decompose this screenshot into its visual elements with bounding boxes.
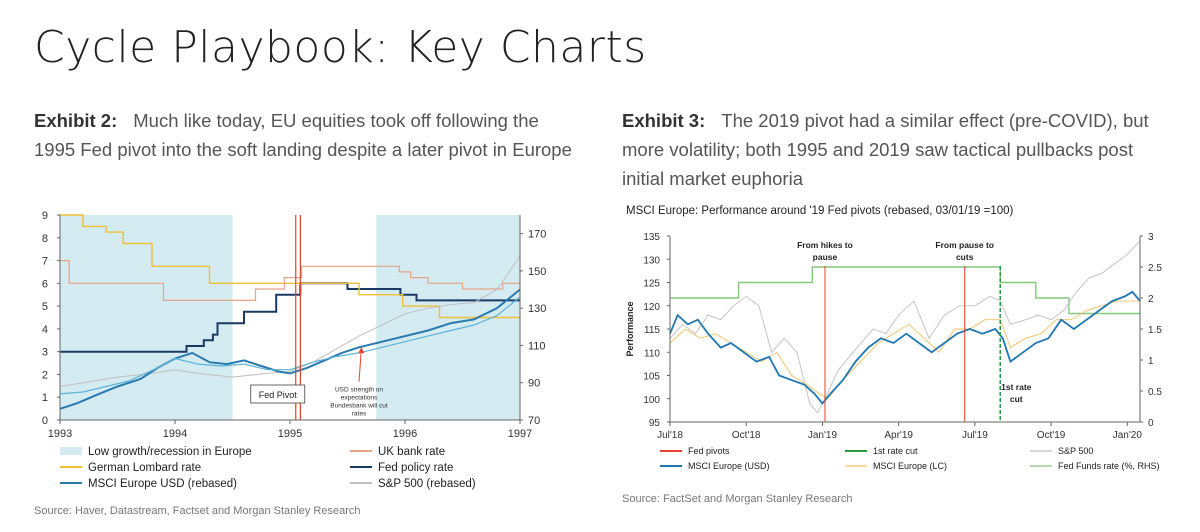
y-right-tick-label: 3	[1148, 232, 1154, 243]
legend-label-1st-rate-cut: 1st rate cut	[873, 446, 918, 456]
y-right-tick-label: 130	[528, 303, 546, 315]
y-left-tick-label: 5	[42, 301, 48, 313]
x-tick-label: Oct'19	[1037, 430, 1066, 441]
fed-pivot-box	[250, 384, 306, 404]
y-right-tick-label: 70	[528, 415, 540, 427]
y-left-tick-label: 0	[42, 415, 48, 427]
series-msci-europe-usd-rebased-2	[59, 296, 521, 395]
usd-annotation-line-2: Bundesbank will cut	[330, 403, 388, 410]
pivot-label-2-0: 1st rate	[1001, 382, 1032, 392]
usd-annotation-line-3: rates	[352, 411, 367, 418]
y-left-tick-label: 135	[643, 232, 660, 243]
x-tick-label: 1996	[393, 428, 417, 440]
legend-label-msci-europe-usd: MSCI Europe (USD)	[688, 461, 770, 471]
x-tick-label: Apr'19	[884, 430, 913, 441]
legend-label-s-p-500: S&P 500	[1058, 446, 1093, 456]
exhibit-2-label: Exhibit 2:	[34, 110, 118, 131]
page-title: Cycle Playbook: Key Charts	[34, 22, 647, 73]
y-axis-label: Performance	[625, 301, 635, 356]
pivot-label-1-1: cuts	[956, 252, 974, 262]
x-tick-label: Jul'19	[962, 430, 988, 441]
series-german-lombard-rate	[60, 214, 520, 319]
x-tick-label: 1994	[163, 428, 187, 440]
legend-label-german-lombard-rate: German Lombard rate	[88, 462, 201, 474]
y-left-tick-label: 100	[643, 395, 660, 406]
usd-annotation-arrow	[358, 349, 362, 382]
y-left-tick-label: 6	[42, 278, 48, 290]
legend-label-msci-europe-usd-rebased: MSCI Europe USD (rebased)	[88, 478, 237, 490]
x-tick-label: Jul'18	[657, 430, 683, 441]
x-tick-label: Jan'20	[1113, 430, 1143, 441]
y-right-tick-label: 90	[528, 378, 540, 390]
usd-annotation-line-1: expectations	[341, 395, 378, 402]
fed-pivot-label: Fed Pivot	[259, 390, 298, 400]
pivot-label-0-1: pause	[813, 252, 838, 262]
exhibit-2-text: Much like today, EU equities took off fo…	[34, 110, 572, 160]
y-left-tick-label: 105	[643, 372, 660, 383]
x-tick-label: 1993	[48, 428, 72, 440]
pivot-label-2-1: cut	[1010, 394, 1023, 404]
series-msci-europe-usd	[669, 290, 1141, 405]
legend-label-uk-bank-rate: UK bank rate	[378, 446, 445, 458]
y-left-tick-label: 110	[644, 348, 660, 359]
exhibit-3-label: Exhibit 3:	[622, 110, 706, 131]
x-tick-label: 1997	[508, 428, 532, 440]
y-right-tick-label: 0	[1148, 418, 1154, 429]
series-msci-europe-usd-rebased	[59, 288, 521, 410]
y-left-tick-label: 7	[42, 256, 48, 268]
y-right-tick-label: 1.5	[1148, 325, 1162, 336]
legend-label-fed-pivots: Fed pivots	[688, 446, 730, 456]
y-left-tick-label: 125	[643, 279, 660, 290]
exhibit-3-source: Source: FactSet and Morgan Stanley Resea…	[622, 493, 853, 505]
series-msci-europe-lc	[669, 300, 1140, 400]
y-left-tick-label: 4	[42, 324, 48, 336]
legend-swatch-low-growth-recession-in-europe	[60, 447, 82, 455]
y-left-tick-label: 8	[42, 233, 48, 245]
y-right-tick-label: 1	[1148, 356, 1154, 367]
series-uk-bank-rate	[60, 259, 520, 302]
x-tick-label: 1995	[278, 428, 302, 440]
exhibit-2-caption: Exhibit 2: Much like today, EU equities t…	[34, 106, 574, 164]
series-fed-policy-rate	[60, 282, 520, 353]
y-left-tick-label: 115	[644, 325, 660, 336]
y-left-tick-label: 9	[42, 210, 48, 222]
legend-label-fed-funds-rate-rhs: Fed Funds rate (%, RHS)	[1058, 461, 1160, 471]
series-fed-funds-rate-rhs	[670, 266, 1140, 315]
y-left-tick-label: 2	[42, 369, 48, 381]
exhibit-3-caption: Exhibit 3: The 2019 pivot had a similar e…	[622, 106, 1162, 193]
y-left-tick-label: 1	[42, 392, 48, 404]
exhibit-3-text: The 2019 pivot had a similar effect (pre…	[622, 110, 1149, 189]
pivot-label-1-0: From pause to	[935, 240, 994, 250]
recession-shade-0	[60, 215, 233, 420]
legend-label-fed-policy-rate: Fed policy rate	[378, 462, 453, 474]
usd-annotation-arrowhead	[358, 347, 365, 354]
x-tick-label: Jan'19	[808, 430, 838, 441]
pivot-label-0-0: From hikes to	[797, 240, 853, 250]
legend-label-msci-europe-lc: MSCI Europe (LC)	[873, 461, 947, 471]
legend-label-low-growth-recession-in-europe: Low growth/recession in Europe	[88, 446, 252, 458]
y-left-tick-label: 130	[643, 255, 660, 266]
y-right-tick-label: 0.5	[1148, 387, 1162, 398]
usd-annotation-line-0: USD strength on	[335, 387, 383, 394]
y-right-tick-label: 2.5	[1148, 263, 1162, 274]
x-tick-label: Oct'18	[732, 430, 761, 441]
y-right-tick-label: 150	[528, 266, 546, 278]
series-s-p-500	[669, 240, 1141, 414]
y-right-tick-label: 2	[1148, 294, 1154, 305]
exhibit-3-chart-title: MSCI Europe: Performance around '19 Fed …	[626, 205, 1014, 217]
exhibit-3-chart: From hikes to pause From pause to cuts 1st r…	[625, 232, 1162, 471]
y-right-tick-label: 110	[528, 340, 546, 352]
exhibit-2-source: Source: Haver, Datastream, Factset and M…	[34, 505, 361, 517]
exhibit-2-chart: Fed Pivot USD strength onexpectationsBund…	[42, 210, 546, 490]
y-left-tick-label: 95	[649, 418, 661, 429]
y-right-tick-label: 170	[528, 229, 546, 241]
y-left-tick-label: 120	[643, 302, 660, 313]
legend-label-s-p-500-rebased: S&P 500 (rebased)	[378, 478, 476, 490]
y-left-tick-label: 3	[42, 347, 48, 359]
